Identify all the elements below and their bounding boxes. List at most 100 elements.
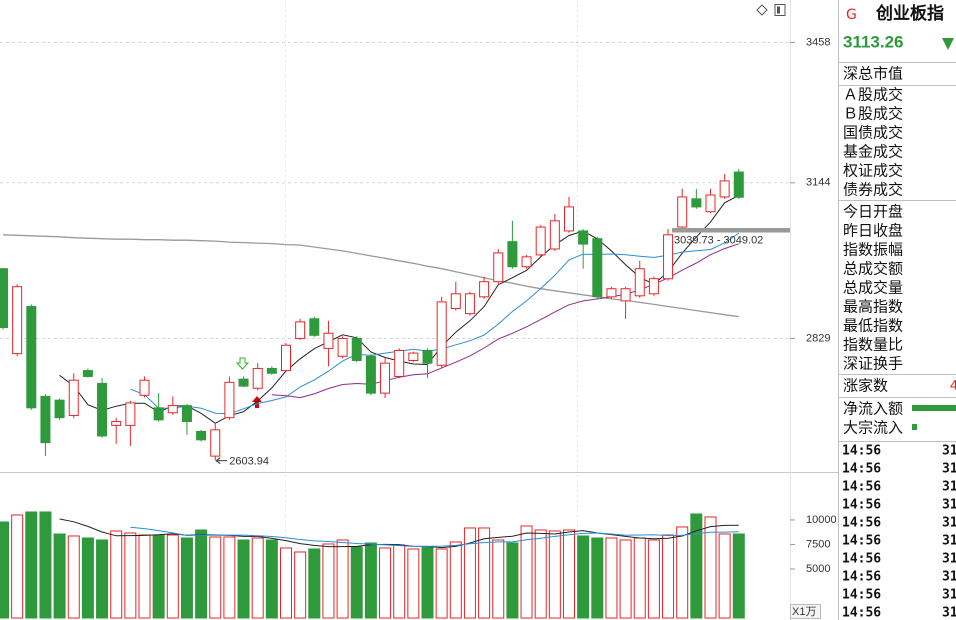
tick-price: 31 xyxy=(942,606,956,620)
candle-body xyxy=(309,318,320,336)
tick-price: 31 xyxy=(942,516,956,531)
volume-bar xyxy=(0,521,9,619)
window-icon-inner xyxy=(777,6,780,14)
volume-bar xyxy=(563,529,575,619)
volume-bar xyxy=(11,514,24,619)
volume-bar xyxy=(591,537,604,619)
index-name: 创业板指 xyxy=(875,3,944,24)
range-band xyxy=(672,228,790,233)
volume-bar xyxy=(110,530,123,619)
volume-bar xyxy=(577,535,590,619)
tick-time: 14:56 xyxy=(842,498,881,513)
index-stat-label: 今日开盘 xyxy=(843,203,903,221)
diamond-icon[interactable] xyxy=(756,4,768,16)
long-ma-line xyxy=(2,234,739,318)
advancers-value: 4 xyxy=(950,377,956,393)
volume-bar xyxy=(605,537,618,619)
inflow-bar xyxy=(912,405,956,411)
volume-bar xyxy=(25,511,38,619)
volume-bar xyxy=(690,513,703,619)
tick-price: 31 xyxy=(942,552,956,567)
volume-bar xyxy=(718,533,731,619)
volume-bar xyxy=(124,532,137,619)
window-icon[interactable] xyxy=(774,4,786,16)
flow-label: 净流入额 xyxy=(843,400,903,418)
volume-bar xyxy=(152,534,165,619)
candle-body xyxy=(677,196,688,228)
candle-body xyxy=(266,367,277,374)
turnover-label: 债券成交 xyxy=(843,181,903,199)
volume-bar xyxy=(732,533,745,619)
candle-body xyxy=(507,241,518,268)
volume-ma-line xyxy=(130,526,739,548)
ma-line xyxy=(271,243,739,399)
candle-body xyxy=(82,370,93,377)
index-stat-label: 总成交量 xyxy=(843,279,903,297)
candle-body xyxy=(436,301,447,366)
flow-label: 大宗流入 xyxy=(843,419,903,437)
candle-body xyxy=(479,281,490,298)
y-tick-label: 3458 xyxy=(806,36,830,48)
candle-body xyxy=(620,288,631,302)
volume-bar xyxy=(619,539,632,619)
volume-bar xyxy=(407,548,420,619)
volume-bar xyxy=(251,537,264,619)
tick-price: 31 xyxy=(942,444,956,459)
volume-bar xyxy=(676,526,689,619)
tick-price: 31 xyxy=(942,588,956,603)
candle-body xyxy=(281,344,291,372)
turnover-label: 基金成交 xyxy=(843,143,903,161)
candle-body xyxy=(549,220,560,250)
unit-box xyxy=(790,604,821,619)
candle-body xyxy=(663,234,674,280)
candle-body xyxy=(125,402,136,426)
candle-body xyxy=(12,286,23,355)
candle-body xyxy=(0,268,8,329)
volume-bar xyxy=(449,541,462,619)
advancers-label: 涨家数 xyxy=(843,377,888,395)
volume-bar xyxy=(39,511,52,619)
candle-body xyxy=(380,362,391,394)
index-stat-label: 指数振幅 xyxy=(843,241,903,259)
candle-body xyxy=(139,379,150,396)
tick-time: 14:56 xyxy=(842,444,881,459)
tick-time: 14:56 xyxy=(842,552,881,567)
y-tick-label: 10000 xyxy=(806,514,837,526)
volume-bar xyxy=(393,544,406,619)
tick-price: 31 xyxy=(942,480,956,495)
volume-ma-line xyxy=(59,518,739,549)
volume-bar xyxy=(294,551,307,619)
candle-body xyxy=(365,355,376,394)
volume-bar xyxy=(81,537,94,619)
volume-bar xyxy=(421,546,434,619)
volume-bar xyxy=(520,525,533,619)
candle-body xyxy=(606,288,617,298)
volume-bar xyxy=(506,542,519,619)
candle-body xyxy=(464,293,475,315)
candle-body xyxy=(196,430,207,441)
y-tick-label: 7500 xyxy=(806,538,830,550)
volume-bar xyxy=(138,534,151,619)
tick-time: 14:56 xyxy=(842,462,881,477)
index-price: 3113.26 xyxy=(843,32,904,51)
candle-body xyxy=(450,293,461,310)
volume-bar xyxy=(704,516,717,619)
candle-body xyxy=(153,407,164,421)
volume-bar xyxy=(265,539,278,619)
index-stat-label: 昨日收盘 xyxy=(843,222,903,240)
low-label: 2603.94 xyxy=(229,456,269,468)
candle-body xyxy=(238,378,249,387)
turnover-label: Ａ股成交 xyxy=(843,86,903,104)
down-indicator xyxy=(942,38,954,50)
candle-body xyxy=(323,332,334,349)
volume-bar xyxy=(195,529,208,619)
candle-body xyxy=(535,226,546,256)
candle-body xyxy=(422,349,433,364)
index-stat-label: 最低指数 xyxy=(843,317,903,335)
volume-bar xyxy=(662,534,675,619)
volume-bar xyxy=(67,535,80,619)
y-tick-label: 3144 xyxy=(806,177,830,189)
candle-body xyxy=(521,256,532,268)
